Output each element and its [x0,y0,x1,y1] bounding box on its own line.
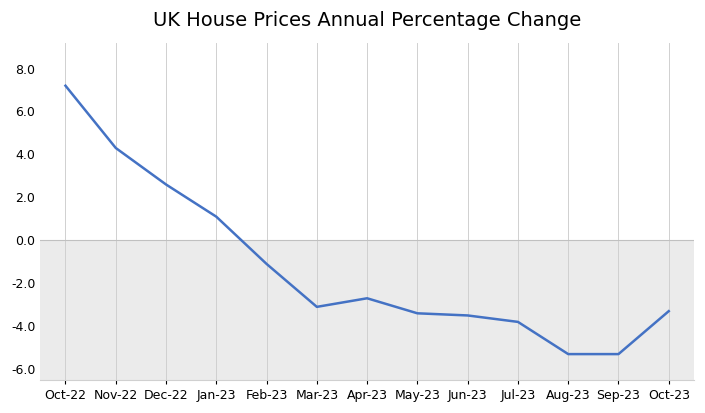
Title: UK House Prices Annual Percentage Change: UK House Prices Annual Percentage Change [153,11,581,30]
Bar [40,240,694,380]
Bar [40,43,694,240]
